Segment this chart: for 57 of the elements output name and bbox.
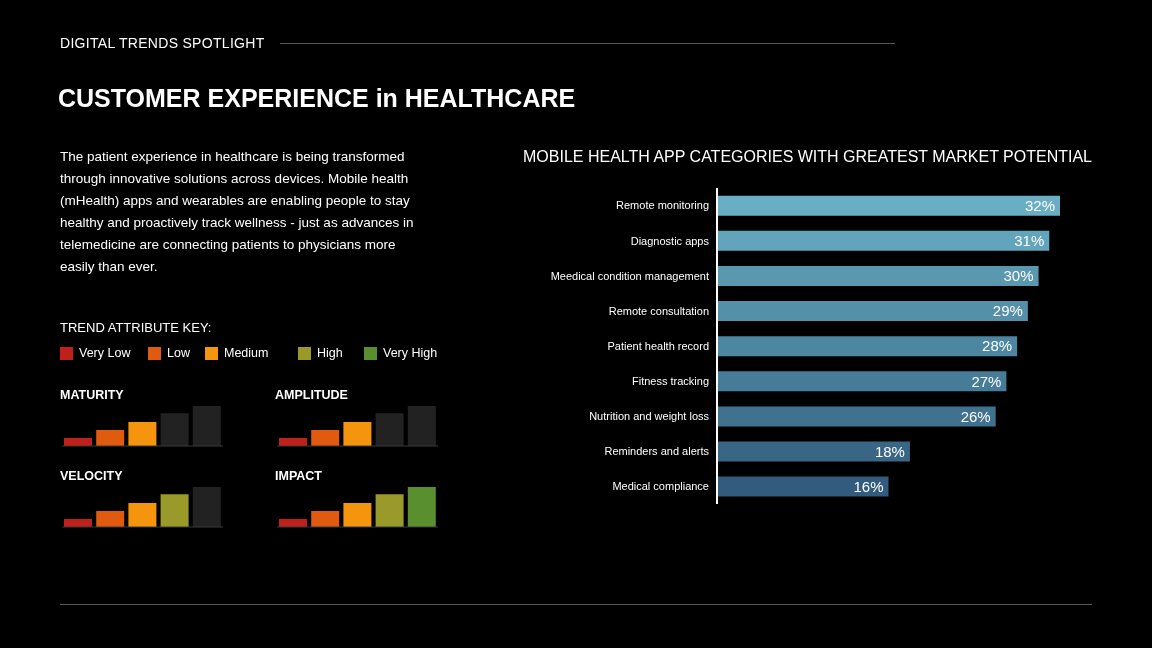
text: Medium bbox=[223, 346, 269, 360]
bar bbox=[717, 371, 1007, 392]
text: Very Low bbox=[78, 346, 131, 360]
bar bbox=[311, 511, 340, 527]
text: The patient experience in healthcare is being transformed through innovative solutions across devices. Mobile health (mHealth) apps and wearables are enabling people to stay healthy and proactively track wellness - just as advances in telemedicine are connecting patients to physicians more easily than ever. bbox=[60, 148, 415, 276]
bar bbox=[375, 413, 404, 446]
bar bbox=[375, 494, 404, 527]
bar bbox=[128, 422, 157, 446]
data-label: 26% bbox=[960, 407, 991, 425]
bar bbox=[160, 413, 189, 446]
y-tick-label: Medical compliance bbox=[612, 480, 709, 493]
bar bbox=[407, 406, 436, 446]
text: Low bbox=[166, 346, 190, 360]
text: CUSTOMER EXPERIENCE in HEALTHCARE bbox=[58, 84, 576, 113]
chart-title: MATURITY bbox=[60, 388, 124, 402]
text: DIGITAL TRENDS SPOTLIGHT bbox=[60, 35, 265, 51]
data-label: 28% bbox=[982, 337, 1013, 355]
chart-title: AMPLITUDE bbox=[275, 388, 348, 402]
chart-title: IMPACT bbox=[275, 469, 322, 483]
bar bbox=[407, 487, 436, 527]
y-tick-label: Nutrition and weight loss bbox=[589, 410, 710, 423]
y-tick-label: Diagnostic apps bbox=[630, 234, 710, 247]
data-label: 30% bbox=[1003, 267, 1034, 285]
y-tick-label: Remote consultation bbox=[608, 304, 709, 317]
text: TREND ATTRIBUTE KEY: bbox=[60, 320, 212, 335]
bar bbox=[717, 301, 1028, 322]
y-tick-label: Reminders and alerts bbox=[604, 445, 710, 458]
y-tick-label: Meedical condition management bbox=[550, 269, 709, 282]
data-label: 31% bbox=[1014, 232, 1045, 250]
bar bbox=[96, 430, 125, 446]
data-label: 32% bbox=[1024, 197, 1055, 215]
bar bbox=[717, 441, 910, 462]
bar bbox=[717, 336, 1018, 357]
bar bbox=[717, 230, 1050, 251]
bar bbox=[160, 494, 189, 527]
chart-title: MOBILE HEALTH APP CATEGORIES WITH GREATEST MARKET POTENTIAL bbox=[523, 148, 1092, 166]
data-label: 27% bbox=[971, 372, 1002, 390]
data-label: 16% bbox=[853, 477, 884, 495]
bar bbox=[343, 503, 372, 527]
bar bbox=[128, 503, 157, 527]
y-tick-label: Patient health record bbox=[607, 339, 709, 352]
bar bbox=[343, 422, 372, 446]
data-label: 18% bbox=[874, 442, 905, 460]
bar bbox=[717, 265, 1039, 286]
chart-title: VELOCITY bbox=[60, 469, 123, 483]
bar bbox=[717, 406, 996, 427]
y-tick-label: Remote monitoring bbox=[616, 199, 709, 212]
text: Very High bbox=[382, 346, 438, 360]
y-tick-label: Fitness tracking bbox=[631, 375, 709, 388]
bar bbox=[717, 195, 1060, 216]
data-label: 29% bbox=[992, 302, 1023, 320]
bar bbox=[192, 406, 221, 446]
bar bbox=[311, 430, 340, 446]
bar bbox=[96, 511, 125, 527]
bar bbox=[192, 487, 221, 527]
bar bbox=[717, 476, 889, 497]
text: High bbox=[316, 346, 343, 360]
